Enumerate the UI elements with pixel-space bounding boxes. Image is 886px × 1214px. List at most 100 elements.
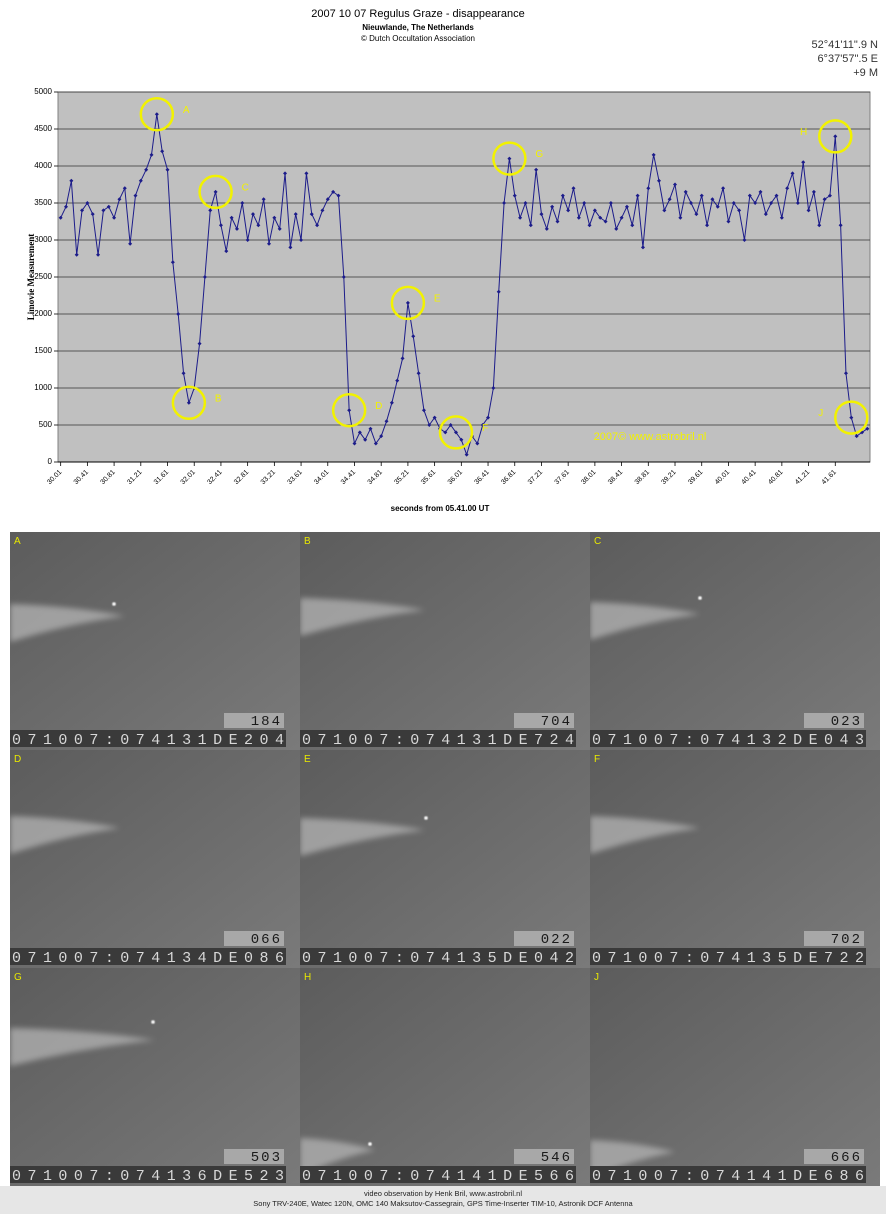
annotation-circle [818,119,853,154]
timestamp-box [590,1166,866,1183]
data-point [555,219,560,224]
data-point [427,423,432,427]
data-point [144,167,149,172]
data-point [411,334,416,339]
data-point [197,341,202,346]
x-tick-label: 31.61 [153,469,170,486]
data-point [181,371,186,376]
data-point [234,226,239,231]
counter-box [514,1149,574,1164]
data-point [96,252,101,257]
data-point [678,215,683,220]
frame-counter: 702 [831,932,862,948]
data-point [651,152,656,157]
data-point [213,189,218,194]
annotation-circle [438,415,474,450]
data-point [560,193,565,198]
data-point [608,201,613,205]
frame-label: J [594,972,599,983]
data-point [208,208,213,213]
x-tick-label: 30.01 [46,469,63,486]
data-point [689,201,694,205]
data-point [619,215,624,220]
data-point [667,197,672,202]
data-point [795,201,800,205]
data-point [491,386,496,390]
chart-subtitle: © Dutch Occultation Association [361,34,475,43]
data-point [64,204,69,209]
data-point [58,215,63,220]
annotation-label: A [183,105,190,116]
y-tick-label: 2500 [34,272,52,281]
data-point [154,112,159,117]
frame-counter: 503 [251,1150,282,1166]
data-point [224,249,229,254]
data-point [635,193,640,198]
footer: video observation by Henk Bril, www.astr… [0,1186,886,1214]
y-tick-label: 3500 [34,198,52,207]
data-point [566,208,571,213]
data-point [101,208,106,213]
data-point [299,238,304,242]
data-point [656,178,661,183]
timestamp-box [300,1166,576,1183]
x-tick-label: 38.81 [634,469,651,486]
annotation-circle [492,141,527,176]
data-point [160,149,165,154]
data-point [721,186,726,191]
x-tick-label: 30.41 [73,469,90,486]
data-point [673,182,678,187]
data-point [400,356,405,361]
data-point [240,201,245,205]
data-point [582,201,587,205]
x-tick-label: 40.81 [767,469,784,486]
data-point [272,215,277,220]
data-point [448,423,453,427]
data-point [288,245,293,250]
data-point [74,252,79,257]
data-point [325,197,330,202]
moon-limb [10,604,125,642]
moon-limb [10,1028,155,1066]
x-tick-label: 32.41 [206,469,223,486]
x-tick-label: 40.01 [714,469,731,486]
data-point [512,193,517,198]
data-point [315,223,320,228]
data-point [769,201,774,205]
y-tick-label: 1000 [34,383,52,392]
data-point [790,171,795,176]
data-point [218,223,223,228]
counter-box [224,713,284,728]
data-point [523,201,528,205]
frame-label: F [594,754,600,765]
y-tick-label: 1500 [34,346,52,355]
data-point [347,408,352,413]
moon-limb [590,816,700,854]
frame-label: G [14,972,22,983]
moon-limb [300,598,425,636]
data-point [475,441,480,446]
moon-limb [300,818,425,856]
data-point [496,289,501,294]
timestamp-box [300,730,576,747]
annotation-label: G [535,149,543,160]
data-point [806,208,811,213]
y-tick-label: 2000 [34,309,52,318]
data-point [544,226,549,231]
data-point [518,215,523,220]
data-point [779,215,784,220]
frame-label: E [304,754,311,765]
data-point [731,201,736,205]
x-axis-label: seconds from 05.41.00 UT [391,504,490,513]
x-tick-label: 35.61 [420,469,437,486]
frame-counter: 066 [251,932,282,948]
annotation-circle [198,174,233,210]
annotation-label: J [818,408,823,419]
data-point [486,415,491,420]
data-point [309,212,314,217]
data-point [149,152,154,157]
x-tick-label: 39.61 [687,469,704,486]
data-point [603,219,608,224]
